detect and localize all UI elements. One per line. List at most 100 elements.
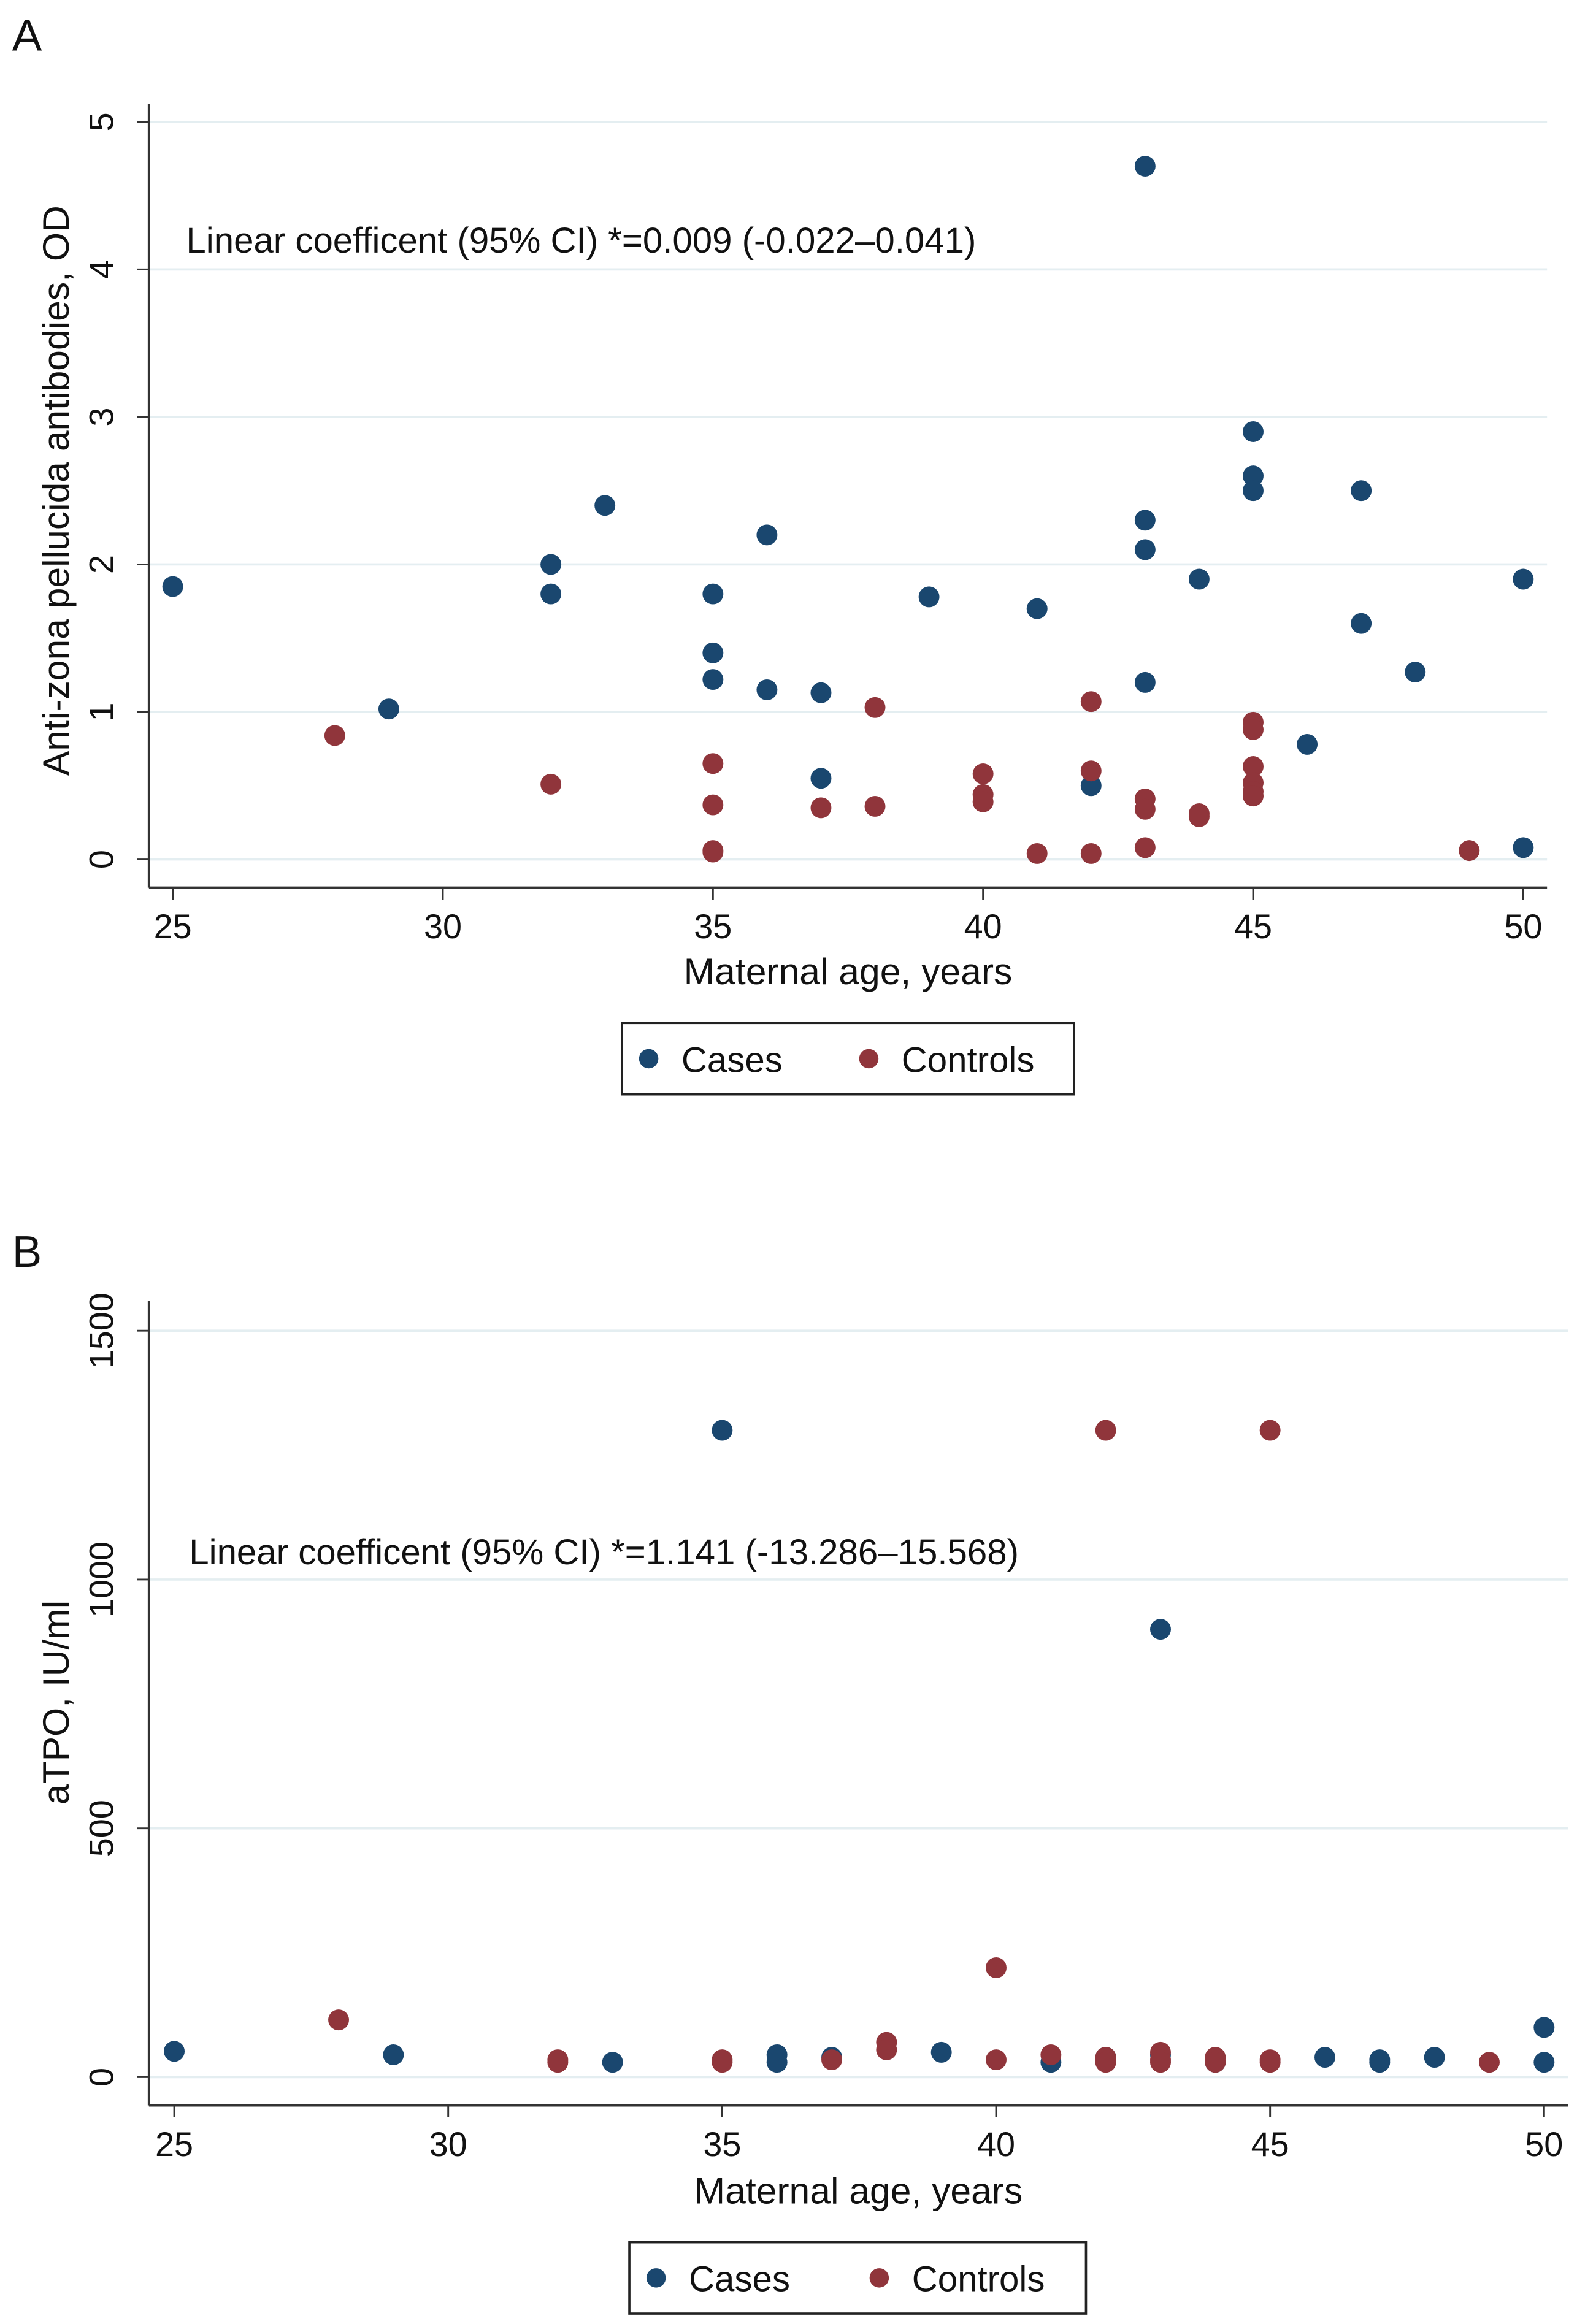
data-point-cases	[540, 554, 562, 575]
y-axis-label-b: aTPO, IU/ml	[35, 1600, 77, 1805]
data-point-cases	[1243, 480, 1264, 502]
series-controls	[328, 1420, 1500, 2073]
x-tick-label: 40	[964, 908, 1002, 946]
data-point-controls	[702, 794, 724, 816]
data-point-controls	[1243, 785, 1264, 807]
x-tick-label: 35	[703, 2125, 741, 2163]
data-point-cases	[810, 768, 832, 789]
data-point-cases	[702, 583, 724, 605]
y-tick-label: 2	[83, 555, 121, 574]
data-point-controls	[1080, 843, 1102, 864]
data-point-controls	[986, 1957, 1007, 1978]
annotation-b: Linear coefficent (95% CI) *=1.141 (-13.…	[189, 1532, 1019, 1572]
data-point-cases	[1134, 539, 1156, 560]
data-point-controls	[1459, 840, 1480, 862]
data-point-controls	[328, 2009, 350, 2031]
data-point-controls	[1243, 719, 1264, 740]
x-tick-label: 25	[155, 2125, 193, 2163]
data-point-controls	[1080, 691, 1102, 713]
data-point-cases	[378, 698, 399, 720]
data-point-cases	[1134, 510, 1156, 531]
y-tick-label: 500	[83, 1800, 121, 1857]
y-tick-label: 5	[83, 112, 121, 131]
data-point-controls	[1040, 2044, 1062, 2065]
x-tick-label: 45	[1251, 2125, 1289, 2163]
legend-marker-controls	[869, 2268, 889, 2288]
data-point-cases	[756, 679, 778, 700]
series-cases	[164, 1420, 1555, 2073]
series-controls	[324, 691, 1480, 864]
data-point-controls	[547, 2052, 569, 2073]
data-point-controls	[540, 773, 562, 795]
legend-marker-cases	[646, 2268, 666, 2288]
data-point-cases	[918, 586, 940, 608]
data-point-controls	[821, 2049, 842, 2071]
data-point-cases	[1513, 837, 1534, 858]
data-point-cases	[930, 2041, 952, 2063]
data-point-controls	[986, 2049, 1007, 2071]
data-point-controls	[972, 763, 994, 785]
data-point-controls	[1026, 843, 1048, 864]
legend-box-a	[621, 1022, 1075, 1096]
legend-b: Cases Controls	[628, 2241, 1088, 2315]
data-point-controls	[1080, 760, 1102, 782]
x-tick-label: 25	[154, 908, 192, 946]
data-point-controls	[702, 753, 724, 774]
data-point-cases	[1369, 2052, 1391, 2073]
data-point-cases	[1351, 480, 1372, 502]
data-point-cases	[712, 1420, 733, 1441]
panel-label-b: B	[12, 1227, 42, 1277]
data-point-cases	[164, 2041, 185, 2062]
data-point-cases	[1080, 775, 1102, 797]
data-point-cases	[1134, 156, 1156, 177]
data-point-cases	[756, 524, 778, 546]
data-point-controls	[1479, 2052, 1500, 2073]
data-point-cases	[766, 2052, 788, 2073]
legend-box-b	[628, 2241, 1088, 2315]
data-point-cases	[1533, 2052, 1555, 2073]
x-axis-label-b: Maternal age, years	[694, 2170, 1023, 2212]
data-point-controls	[876, 2039, 897, 2060]
data-point-cases	[1351, 613, 1372, 634]
data-point-controls	[702, 841, 724, 863]
y-tick-label: 1500	[83, 1293, 121, 1369]
data-point-cases	[702, 669, 724, 690]
panel-b: 0 500 1000 1500 25 30 35 40 45 50 B Linear coeffi…	[12, 1227, 1568, 2315]
data-point-cases	[1424, 2047, 1445, 2068]
annotation-a: Linear coefficent (95% CI) *=0.009 (-0.0…	[186, 221, 976, 261]
x-tick-label: 30	[424, 908, 462, 946]
x-tick-label: 40	[977, 2125, 1015, 2163]
legend-marker-controls	[859, 1049, 879, 1069]
data-point-cases	[1297, 733, 1318, 755]
x-tick-label: 50	[1525, 2125, 1563, 2163]
data-point-controls	[1243, 756, 1264, 777]
legend-marker-cases	[639, 1049, 659, 1069]
data-point-controls	[1188, 806, 1210, 827]
y-tick-label: 0	[83, 850, 121, 869]
data-point-cases	[1533, 2017, 1555, 2038]
legend-label-controls: Controls	[912, 2260, 1045, 2299]
x-tick-label: 45	[1234, 908, 1272, 946]
legend-label-cases: Cases	[689, 2260, 790, 2299]
data-point-controls	[810, 797, 832, 819]
data-point-controls	[1259, 1420, 1281, 1441]
data-point-cases	[594, 495, 616, 516]
data-point-cases	[1134, 671, 1156, 693]
data-point-cases	[1513, 568, 1534, 590]
x-tick-label: 30	[429, 2125, 467, 2163]
data-point-cases	[1188, 568, 1210, 590]
data-point-controls	[864, 697, 886, 718]
x-tick-label: 35	[694, 908, 732, 946]
data-point-cases	[810, 682, 832, 703]
data-point-controls	[1259, 2052, 1281, 2073]
data-point-controls	[1205, 2052, 1226, 2073]
data-point-cases	[1243, 421, 1264, 442]
y-tick-label: 1	[83, 702, 121, 721]
data-point-cases	[383, 2044, 404, 2065]
data-point-cases	[1314, 2047, 1335, 2068]
panel-label-a: A	[12, 10, 42, 60]
y-tick-label: 3	[83, 407, 121, 426]
